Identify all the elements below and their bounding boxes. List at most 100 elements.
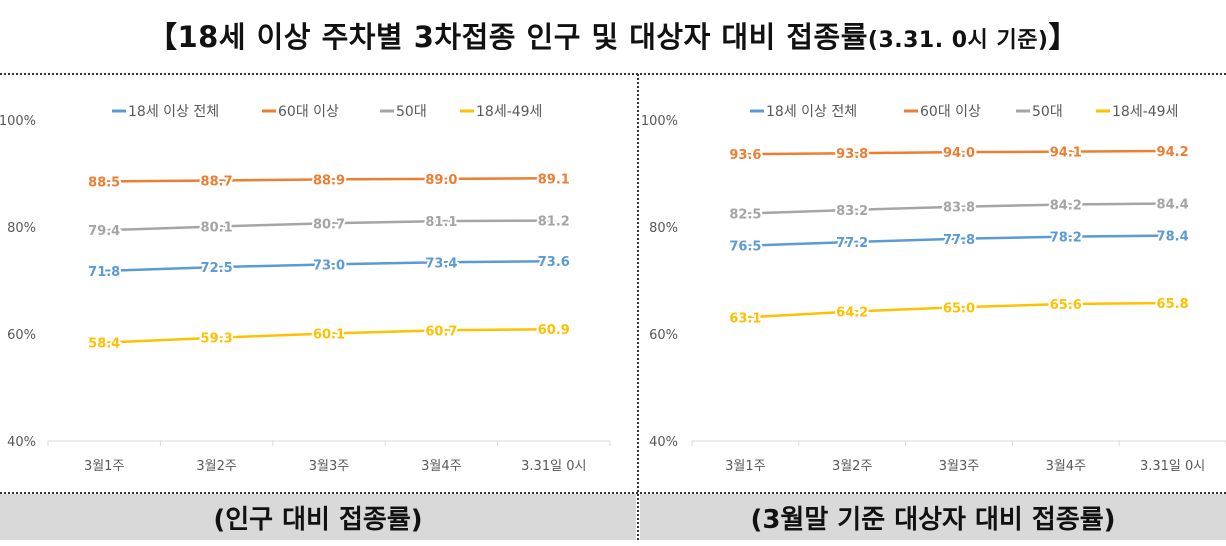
chart-population: 3월1주 3월2주 3월3주 3월4주 3.31일 0시 40% 60% 80% 100% 18세… [0, 104, 611, 474]
bottom-divider [0, 492, 1226, 494]
data-label: 81.1 [425, 215, 457, 230]
data-label: 84.2 [1050, 199, 1082, 214]
data-label: 83.8 [943, 201, 975, 216]
data-point [439, 260, 443, 264]
data-label: 65.6 [1050, 298, 1082, 313]
data-point [957, 150, 961, 154]
data-point [439, 219, 443, 223]
data-label: 72.5 [201, 261, 233, 276]
data-point [215, 336, 219, 340]
y-tick-label: 100% [0, 114, 36, 129]
data-point [1171, 149, 1175, 153]
data-point [215, 224, 219, 228]
data-point [743, 212, 747, 216]
data-point [1064, 203, 1068, 207]
data-point [1171, 234, 1175, 238]
x-tick-label: 3월2주 [832, 459, 873, 474]
data-point [1064, 150, 1068, 154]
data-label: 78.4 [1157, 230, 1189, 245]
x-tick-label: 3월3주 [939, 459, 980, 474]
data-label: 59.3 [201, 332, 233, 347]
data-point [743, 152, 747, 156]
data-label: 82.5 [729, 208, 761, 223]
data-label: 73.6 [538, 255, 570, 270]
data-point [102, 341, 106, 345]
data-point [102, 228, 106, 232]
data-point [743, 244, 747, 248]
legend-label: 18세 이상 전체 [128, 104, 219, 120]
chart-eligible: 3월1주 3월2주 3월3주 3월4주 3.31일 0시 40% 60% 80% 100% 18세… [641, 104, 1226, 474]
data-label: 77.2 [836, 236, 868, 251]
y-tick-label: 40% [7, 435, 36, 450]
x-tick-label: 3월1주 [84, 459, 125, 474]
data-label: 73.0 [313, 258, 345, 273]
data-label: 81.2 [538, 215, 570, 230]
data-point [552, 219, 556, 223]
data-label: 80.1 [201, 220, 233, 235]
data-point [1171, 301, 1175, 305]
legend-label: 50대 [396, 104, 427, 120]
caption-eligible: (3월말 기준 대상자 대비 접종률) [640, 494, 1226, 540]
y-tick-label: 80% [649, 221, 678, 236]
data-point [552, 176, 556, 180]
data-point [1171, 201, 1175, 205]
data-point [327, 177, 331, 181]
data-point [850, 208, 854, 212]
x-tick-label: 3월1주 [725, 459, 766, 474]
legend-label: 50대 [1032, 104, 1063, 120]
x-tick-label: 3.31일 0시 [521, 459, 586, 474]
data-label: 89.0 [425, 173, 457, 188]
page-title: 【18세 이상 주차별 3차접종 인구 및 대상자 대비 접종률(3.31. 0… [0, 14, 1226, 56]
data-point [957, 305, 961, 309]
data-point [327, 331, 331, 335]
top-divider [0, 73, 1226, 75]
data-label: 73.4 [425, 256, 457, 271]
title-suffix: (3.31. 0시 기준) [867, 28, 1049, 53]
x-tick-label: 3월4주 [1046, 459, 1087, 474]
data-point [215, 265, 219, 269]
data-label: 60.7 [425, 324, 457, 339]
data-label: 63.1 [729, 311, 761, 326]
legend-label: 60대 이상 [278, 104, 339, 120]
data-label: 60.9 [538, 323, 570, 338]
data-point [102, 180, 106, 184]
data-point [1064, 302, 1068, 306]
data-label: 65.0 [943, 301, 975, 316]
data-label: 58.4 [88, 337, 120, 352]
data-label: 89.1 [538, 172, 570, 187]
title-main: 【18세 이상 주차별 3차접종 인구 및 대상자 대비 접종률 [147, 20, 868, 54]
data-point [957, 237, 961, 241]
data-label: 80.7 [313, 217, 345, 232]
data-label: 78.2 [1050, 231, 1082, 246]
data-label: 84.4 [1157, 197, 1189, 212]
legend-label: 60대 이상 [920, 104, 981, 120]
data-label: 76.5 [729, 240, 761, 255]
data-point [439, 328, 443, 332]
y-tick-label: 100% [641, 114, 678, 129]
data-label: 88.7 [201, 174, 233, 189]
data-point [850, 310, 854, 314]
data-label: 94.2 [1157, 145, 1189, 160]
data-point [850, 240, 854, 244]
data-point [850, 151, 854, 155]
x-tick-label: 3월3주 [309, 459, 350, 474]
y-tick-label: 80% [7, 221, 36, 236]
data-label: 88.9 [313, 173, 345, 188]
data-point [439, 177, 443, 181]
data-point [957, 205, 961, 209]
data-label: 83.2 [836, 204, 868, 219]
x-tick-label: 3월2주 [196, 459, 237, 474]
title-end: 】 [1048, 20, 1078, 54]
data-label: 93.8 [836, 147, 868, 162]
y-tick-label: 60% [7, 328, 36, 343]
legend-label: 18세-49세 [1112, 104, 1178, 120]
data-point [327, 262, 331, 266]
legend-label: 18세-49세 [476, 104, 542, 120]
data-label: 79.4 [88, 224, 120, 239]
data-label: 88.5 [88, 176, 120, 191]
data-label: 64.2 [836, 306, 868, 321]
caption-population: (인구 대비 접종률) [0, 494, 636, 540]
data-point [1064, 235, 1068, 239]
middle-divider [637, 74, 639, 540]
x-tick-label: 3월4주 [421, 459, 462, 474]
